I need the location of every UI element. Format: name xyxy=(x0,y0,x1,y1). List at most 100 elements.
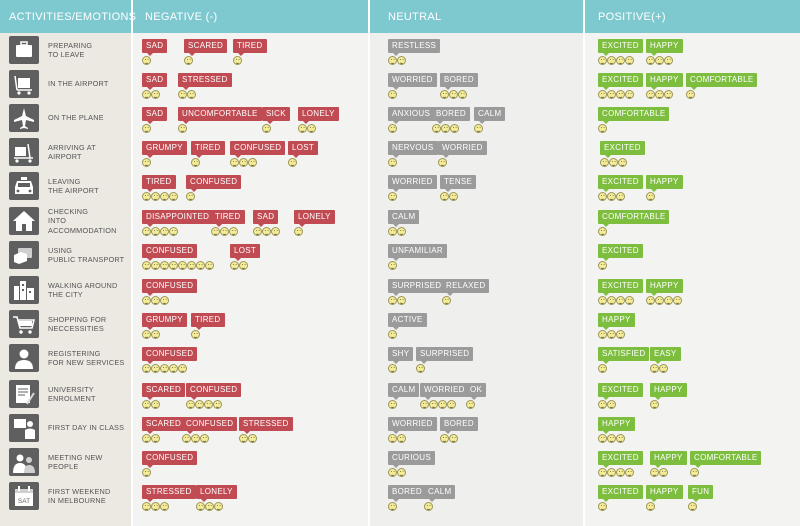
smiley-face-icon xyxy=(151,434,160,443)
negative-emotion: CONFUSED xyxy=(230,137,286,168)
respondent-faces xyxy=(388,330,427,340)
emotion-tag: TENSE xyxy=(440,175,477,192)
smiley-face-icon xyxy=(151,296,160,305)
emotion-tag: LONELY xyxy=(298,107,339,124)
column-divider xyxy=(583,0,585,526)
positive-emotion: EXCITED xyxy=(598,481,643,512)
smiley-face-icon xyxy=(151,227,160,236)
activity-icon-box xyxy=(9,241,39,269)
smiley-face-icon xyxy=(142,261,151,270)
smiley-face-icon xyxy=(397,468,406,477)
respondent-faces xyxy=(432,124,470,134)
smiley-face-icon xyxy=(655,90,664,99)
emotion-tag: GRUMPY xyxy=(142,141,187,158)
emotion-tag: SHY xyxy=(388,347,414,364)
emotion-tag: HAPPY xyxy=(650,451,687,468)
emotion-tag: EXCITED xyxy=(598,383,643,400)
emotion-tag: WORRIED xyxy=(420,383,469,400)
smiley-face-icon xyxy=(607,434,616,443)
emotion-tag: WORRIED xyxy=(438,141,487,158)
respondent-faces xyxy=(191,330,225,340)
emotion-tag: EXCITED xyxy=(598,73,643,90)
positive-emotion: COMFORTABLE xyxy=(690,447,762,478)
negative-emotion: CONFUSED xyxy=(142,240,214,271)
respondent-faces xyxy=(239,434,293,444)
positive-emotion: HAPPY xyxy=(646,481,683,512)
respondent-faces xyxy=(420,400,469,410)
emotion-tag: EXCITED xyxy=(600,141,645,158)
respondent-faces xyxy=(646,192,683,202)
respondent-faces xyxy=(474,124,505,134)
respondent-faces xyxy=(388,90,437,100)
column-divider xyxy=(131,0,133,526)
smiley-face-icon xyxy=(420,400,429,409)
respondent-faces xyxy=(388,261,447,271)
smiley-face-icon xyxy=(178,364,187,373)
respondent-faces xyxy=(142,261,214,271)
emotion-tag: HAPPY xyxy=(598,417,635,434)
emotion-tag: RESTLESS xyxy=(388,39,441,56)
smiley-face-icon xyxy=(440,192,449,201)
positive-emotion: EXCITED xyxy=(598,275,643,306)
emotion-tag: STRESSED xyxy=(178,73,232,90)
emotion-tag: CONFUSED xyxy=(142,244,198,261)
emotion-tag: CALM xyxy=(388,383,420,400)
smiley-face-icon xyxy=(664,56,673,65)
smiley-face-icon xyxy=(142,192,151,201)
activity-label: LEAVING THE AIRPORT xyxy=(48,176,99,196)
respondent-faces xyxy=(598,124,669,134)
smiley-face-icon xyxy=(388,90,397,99)
neutral-emotion: BORED xyxy=(440,69,478,100)
respondent-faces xyxy=(388,502,426,512)
emotion-tag: EXCITED xyxy=(598,39,643,56)
smiley-face-icon xyxy=(187,90,196,99)
smiley-face-icon xyxy=(253,227,262,236)
smiley-face-icon xyxy=(673,296,682,305)
activity-icon-box xyxy=(9,172,39,200)
enrolment-form-icon xyxy=(16,385,35,405)
respondent-faces xyxy=(298,124,339,134)
negative-emotion: TIRED xyxy=(191,137,225,168)
smiley-face-icon xyxy=(151,261,160,270)
smiley-face-icon xyxy=(449,192,458,201)
emotion-tag: EXCITED xyxy=(598,175,643,192)
respondent-faces xyxy=(650,364,681,374)
smiley-face-icon xyxy=(598,296,607,305)
negative-emotion: LONELY xyxy=(196,481,237,512)
respondent-faces xyxy=(142,502,196,512)
emotion-tag: CONFUSED xyxy=(142,347,198,364)
smiley-face-icon xyxy=(271,227,280,236)
activity-row: IN THE AIRPORT SAD STRESSED WORRIED BORED EXC… xyxy=(0,66,800,100)
emotion-tag: TIRED xyxy=(211,210,245,227)
smiley-face-icon xyxy=(664,296,673,305)
respondent-faces xyxy=(142,56,167,66)
smiley-face-icon xyxy=(248,158,257,167)
smiley-face-icon xyxy=(442,296,451,305)
respondent-faces xyxy=(388,296,445,306)
smiley-face-icon xyxy=(598,468,607,477)
emotion-tag: BORED xyxy=(432,107,470,124)
airplane-icon xyxy=(14,108,34,129)
emotion-tag: TIRED xyxy=(191,313,225,330)
activity-label: FIRST DAY IN CLASS xyxy=(48,423,125,433)
smiley-face-icon xyxy=(388,434,397,443)
smiley-face-icon xyxy=(388,364,397,373)
emotion-tag: LONELY xyxy=(196,485,237,502)
neutral-emotion: CALM xyxy=(388,379,420,410)
positive-emotion: EXCITED xyxy=(598,35,643,66)
smiley-face-icon xyxy=(160,192,169,201)
smiley-face-icon xyxy=(142,158,151,167)
respondent-faces xyxy=(438,158,487,168)
respondent-faces xyxy=(416,364,473,374)
activity-label: UNIVERSITY ENROLMENT xyxy=(48,384,96,404)
emotion-tag: COMFORTABLE xyxy=(598,107,670,124)
activity-label: REGISTERING FOR NEW SERVICES xyxy=(48,348,125,368)
respondent-faces xyxy=(142,364,197,374)
negative-emotion: SCARED xyxy=(184,35,228,66)
emotion-tag: EASY xyxy=(650,347,681,364)
smiley-face-icon xyxy=(307,124,316,133)
emotion-tag: EXCITED xyxy=(598,485,643,502)
emotion-tag: SAD xyxy=(142,39,168,56)
respondent-faces xyxy=(424,502,455,512)
teacher-icon xyxy=(14,419,35,439)
